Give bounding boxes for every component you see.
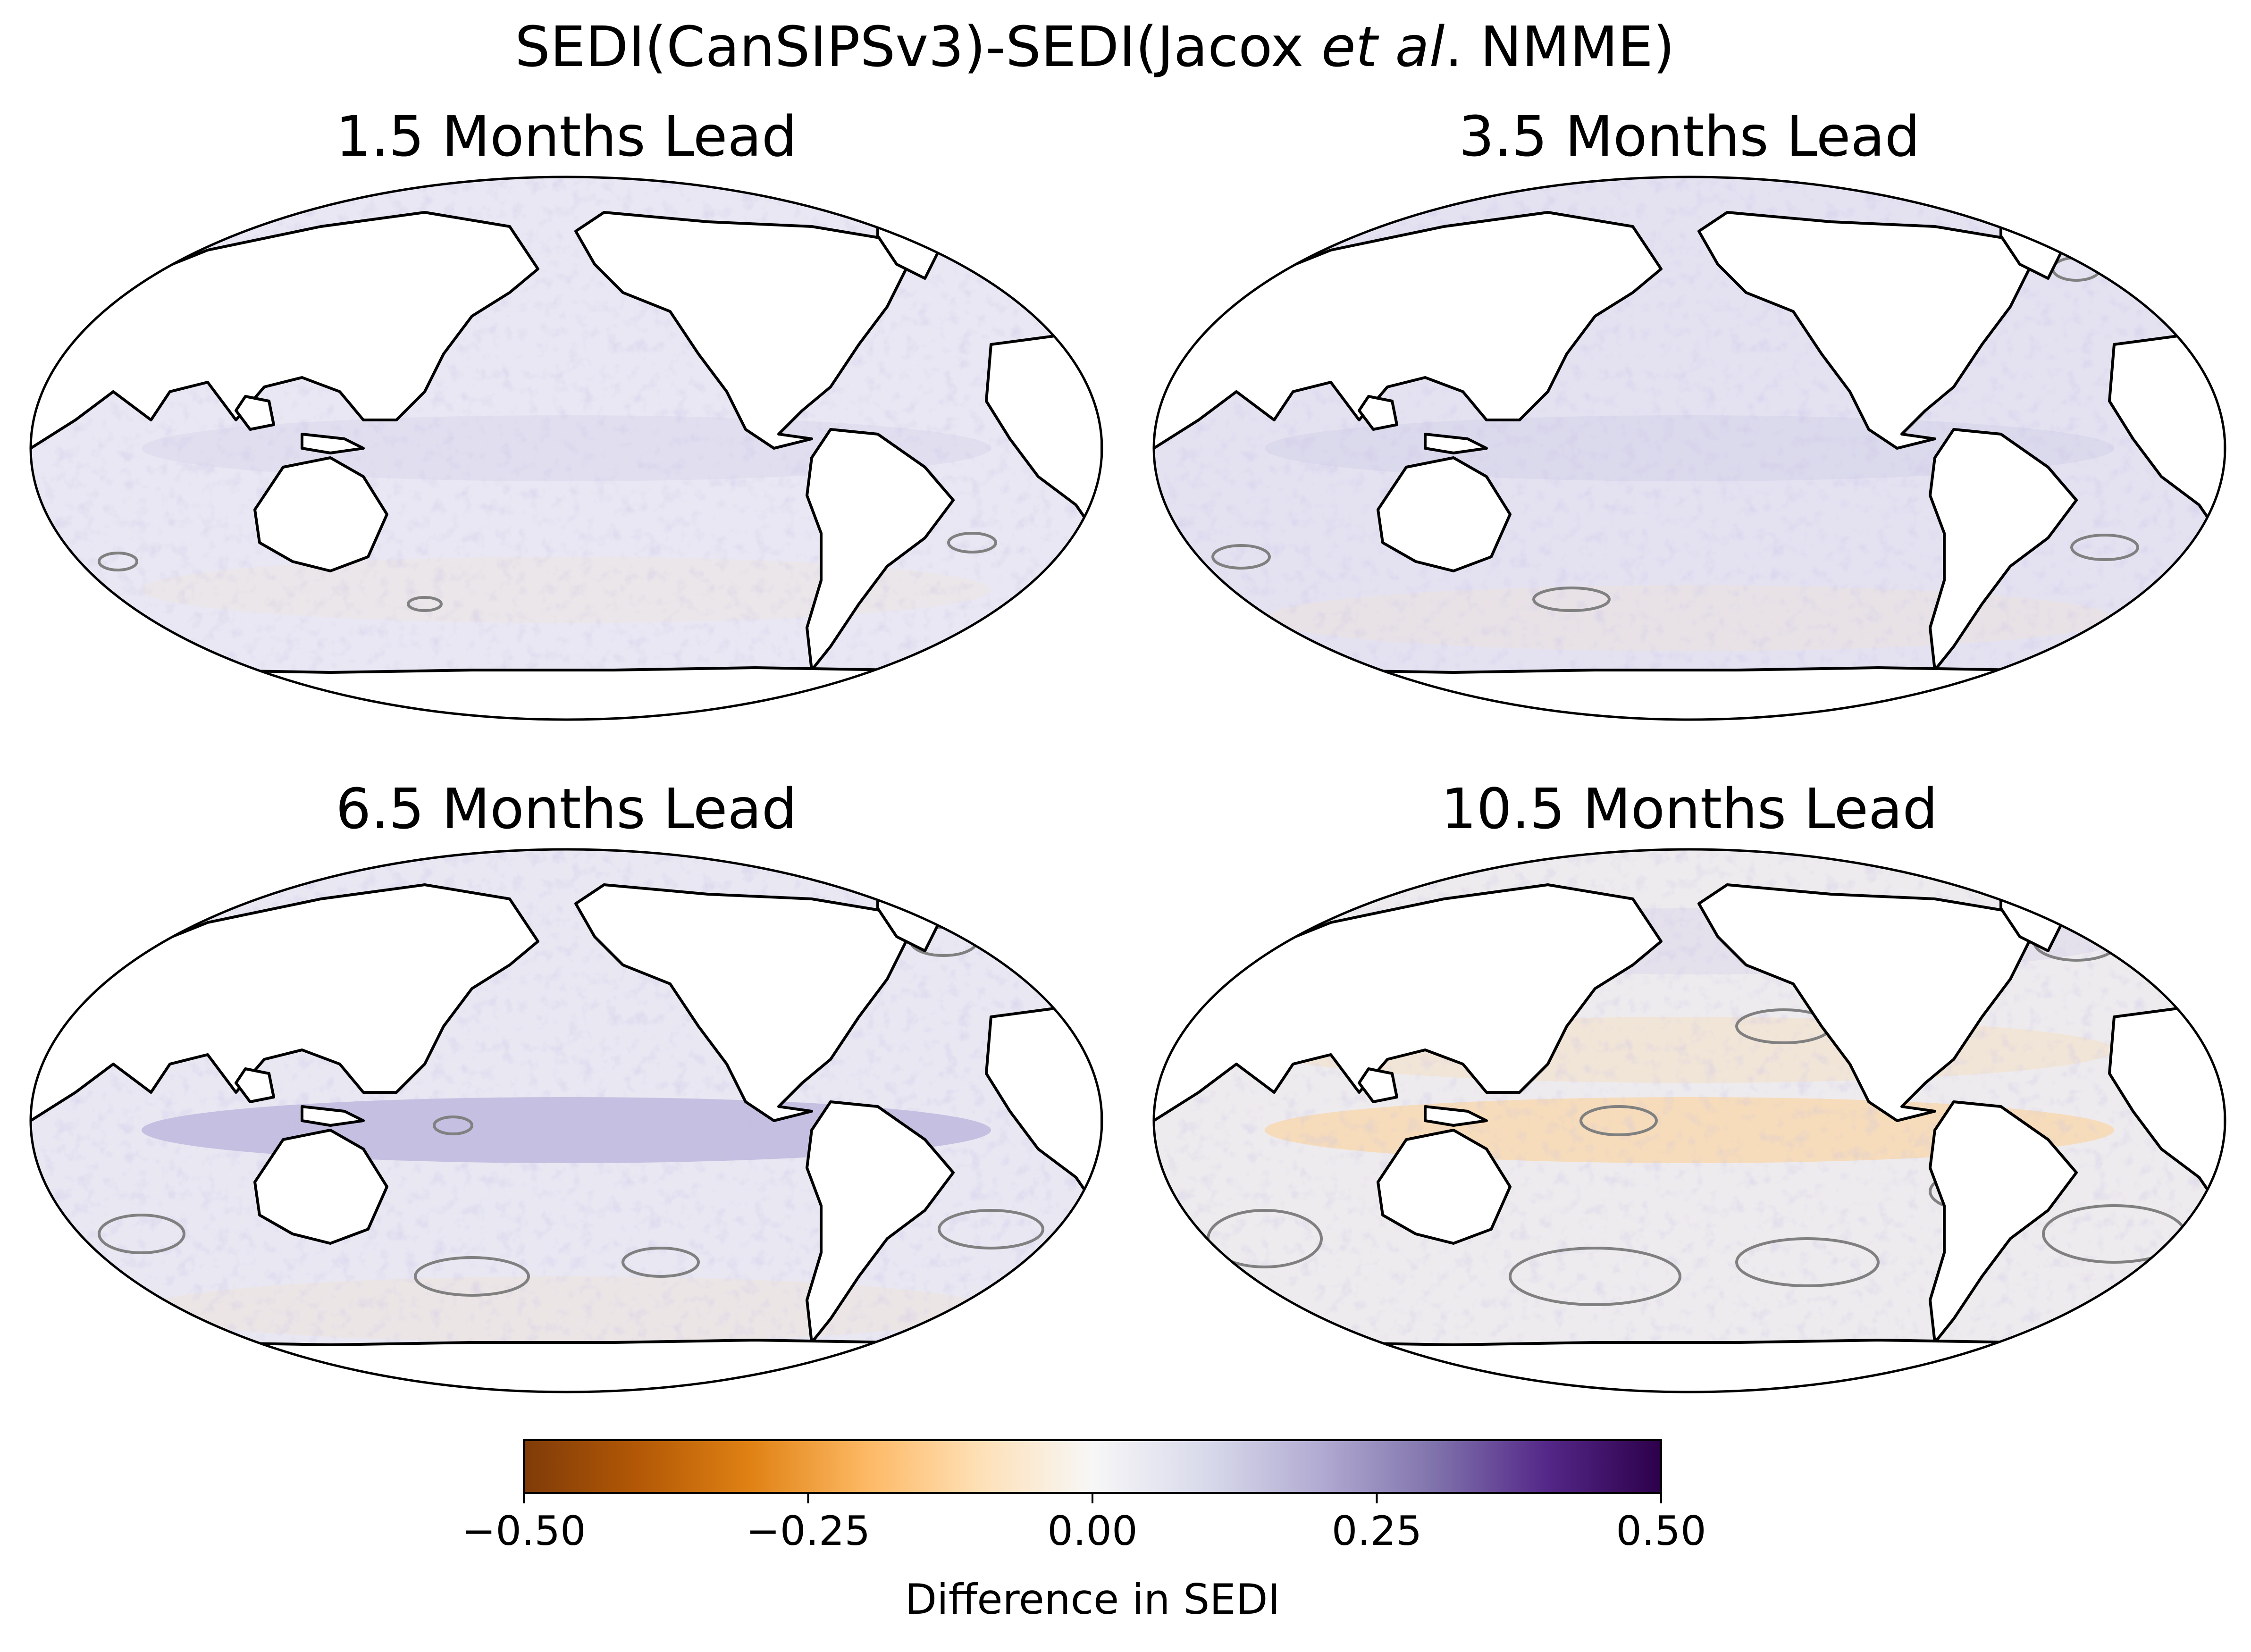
map-panel-3: 6.5 Months Lead (29, 776, 1103, 1393)
significance-contour (98, 552, 138, 571)
significance-contour (1579, 1105, 1658, 1136)
map-panel-4: 10.5 Months Lead (1152, 776, 2226, 1393)
significance-contour (622, 1247, 700, 1278)
panel-title: 10.5 Months Lead (1441, 776, 1938, 841)
landmass-australia (1377, 1129, 1512, 1245)
landmass-australia (253, 1129, 388, 1245)
significance-contour (1509, 1247, 1681, 1306)
significance-contour (433, 1115, 473, 1135)
colorbar-tick-label: −0.25 (746, 1508, 871, 1555)
colorbar-tick-label: 0.00 (1047, 1508, 1137, 1555)
landmass-south-america (1929, 1100, 2078, 1344)
landmass-south-america (1929, 428, 2078, 671)
significance-contour (1735, 1237, 1880, 1287)
landmass-antarctica (31, 666, 1102, 720)
map-boundary (29, 176, 1103, 721)
map-boundary (1152, 176, 2226, 721)
landmass-new-guinea (301, 1105, 365, 1127)
colorbar-gradient (523, 1439, 1662, 1494)
significance-contour (98, 1214, 185, 1254)
significance-contour (407, 596, 443, 612)
landmass-borneo (235, 1067, 275, 1103)
map-panel-1: 1.5 Months Lead (29, 104, 1103, 721)
landmass-australia (1377, 456, 1512, 572)
landmass-antarctica (1154, 1339, 2225, 1392)
panel-title: 1.5 Months Lead (336, 104, 797, 169)
colorbar-tick-label: 0.50 (1616, 1508, 1706, 1555)
colorbar: −0.50 −0.25 0.00 0.25 0.50 Difference in SED… (462, 1439, 1706, 1624)
landmass-borneo (1358, 1067, 1398, 1103)
landmass-south-america (806, 428, 955, 671)
map-boundary (29, 848, 1103, 1393)
colorbar-tick-label: −0.50 (462, 1508, 586, 1555)
landmass-south-america (806, 1100, 955, 1344)
colorbar-tick-label: 0.25 (1332, 1508, 1422, 1555)
panel-title: 6.5 Months Lead (336, 776, 797, 841)
landmass-antarctica (1154, 666, 2225, 720)
significance-contour (1532, 587, 1611, 612)
landmass-new-guinea (1424, 1105, 1488, 1127)
colorbar-label: Difference in SEDI (905, 1575, 1280, 1624)
significance-contour (1211, 544, 1271, 570)
landmass-australia (253, 456, 388, 572)
landmass-new-guinea (301, 433, 365, 454)
landmass-new-guinea (1424, 433, 1488, 454)
figure-title: SEDI(CanSIPSv3)-SEDI(Jacox et al. NMME) (515, 14, 1675, 79)
map-panel-2: 3.5 Months Lead (1152, 104, 2226, 721)
landmass-antarctica (31, 1339, 1102, 1392)
map-boundary (1152, 848, 2226, 1393)
significance-contour (947, 532, 997, 553)
significance-contour (938, 1209, 1044, 1249)
landmass-borneo (235, 395, 275, 431)
significance-contour (414, 1256, 530, 1297)
panel-title: 3.5 Months Lead (1459, 104, 1920, 169)
significance-contour (2070, 534, 2139, 561)
landmass-borneo (1358, 395, 1398, 431)
